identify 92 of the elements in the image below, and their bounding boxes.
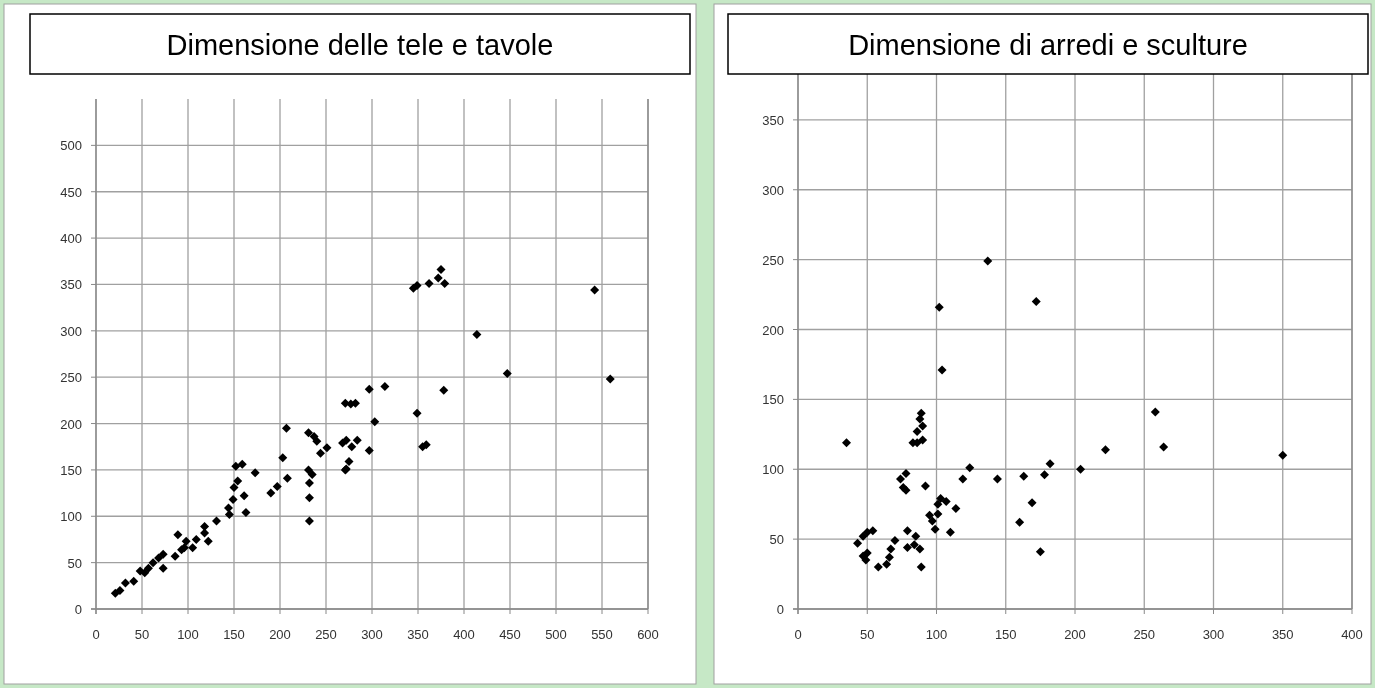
point <box>873 562 883 572</box>
point <box>902 543 912 553</box>
x-tick-label: 400 <box>453 627 475 642</box>
point <box>958 474 968 484</box>
y-tick-label: 100 <box>60 509 82 525</box>
point <box>895 474 905 484</box>
point <box>918 435 928 445</box>
y-tick-label: 150 <box>60 462 82 478</box>
y-tick-label: 150 <box>762 392 784 408</box>
point <box>983 256 993 266</box>
point <box>1100 445 1110 455</box>
y-tick-label: 100 <box>762 462 784 478</box>
y-tick-label: 500 <box>60 138 82 154</box>
point <box>936 494 946 504</box>
x-tick-label: 100 <box>925 627 948 642</box>
point <box>1159 442 1169 452</box>
x-tick-label: 450 <box>499 627 521 642</box>
point <box>1027 498 1037 508</box>
x-tick-label: 550 <box>591 627 613 642</box>
point <box>920 481 930 491</box>
point <box>1045 459 1055 469</box>
point <box>918 421 928 431</box>
chart-title: Dimensione delle tele e tavole <box>166 29 554 61</box>
point <box>1035 547 1045 557</box>
x-tick-label: 0 <box>92 627 100 642</box>
point <box>930 524 940 534</box>
point <box>1015 517 1025 527</box>
point <box>937 365 947 375</box>
point <box>868 526 878 536</box>
x-tick-label: 200 <box>1064 627 1086 642</box>
x-tick-label: 350 <box>407 627 429 642</box>
point <box>853 538 863 548</box>
point <box>1031 297 1041 307</box>
point <box>915 544 925 554</box>
x-tick-label: 150 <box>223 627 245 642</box>
y-tick-label: 50 <box>67 555 82 571</box>
x-tick-label: 200 <box>269 627 291 642</box>
point <box>841 438 851 448</box>
point <box>890 536 900 546</box>
y-tick-label: 250 <box>762 252 784 268</box>
point <box>1019 471 1029 481</box>
point <box>945 527 955 537</box>
point <box>901 468 911 478</box>
y-tick-label: 200 <box>762 322 784 338</box>
point <box>909 540 919 550</box>
point <box>1040 470 1050 480</box>
x-tick-label: 350 <box>1271 627 1294 642</box>
point <box>1076 464 1086 474</box>
point <box>927 516 937 526</box>
y-tick-label: 450 <box>60 184 82 200</box>
point <box>951 503 961 513</box>
y-tick-label: 0 <box>776 602 784 617</box>
x-tick-label: 250 <box>315 627 337 642</box>
point <box>911 531 921 541</box>
x-tick-label: 400 <box>1341 627 1363 642</box>
point <box>912 427 922 437</box>
point <box>902 526 912 536</box>
x-tick-label: 150 <box>994 627 1017 642</box>
y-tick-label: 300 <box>60 323 82 339</box>
chart-title: Dimensione di arredi e sculture <box>848 29 1248 61</box>
point <box>915 414 925 424</box>
x-tick-label: 50 <box>134 627 150 642</box>
point <box>1278 450 1288 460</box>
x-tick-label: 0 <box>794 627 802 642</box>
point <box>933 499 943 509</box>
x-tick-label: 300 <box>1202 627 1225 642</box>
point <box>992 474 1002 484</box>
y-tick-label: 250 <box>60 370 82 386</box>
point <box>965 463 975 473</box>
point <box>882 559 892 569</box>
x-tick-label: 600 <box>637 627 659 642</box>
point <box>916 562 926 572</box>
x-tick-label: 300 <box>361 627 383 642</box>
x-tick-label: 250 <box>1133 627 1156 642</box>
y-tick-label: 350 <box>60 277 82 293</box>
point <box>862 548 872 558</box>
y-tick-label: 400 <box>60 231 82 247</box>
point <box>925 510 935 520</box>
y-tick-label: 0 <box>74 602 82 617</box>
point <box>941 496 951 506</box>
x-tick-label: 100 <box>177 627 199 642</box>
y-tick-label: 200 <box>60 416 82 432</box>
y-tick-label: 350 <box>762 112 784 128</box>
x-tick-label: 500 <box>545 627 567 642</box>
point <box>933 509 943 519</box>
y-tick-label: 50 <box>769 532 784 548</box>
y-tick-label: 300 <box>762 182 784 198</box>
x-tick-label: 50 <box>860 627 875 642</box>
point <box>934 302 944 312</box>
point <box>884 552 894 562</box>
point <box>886 544 896 554</box>
point <box>1150 407 1160 417</box>
